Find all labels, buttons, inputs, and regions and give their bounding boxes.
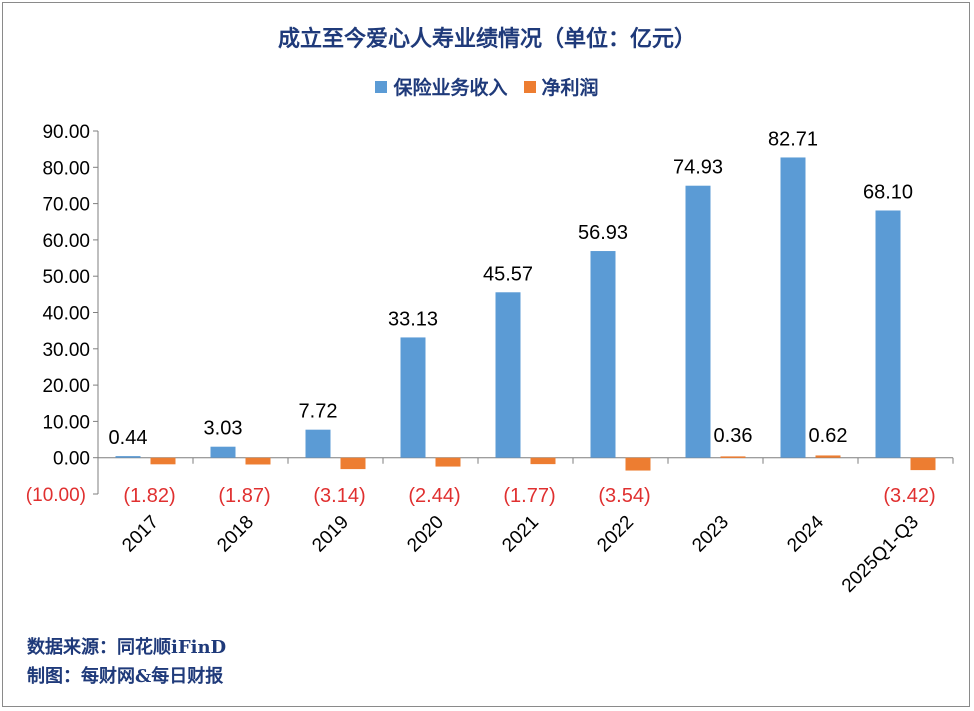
x-tick-label: 2025Q1-Q3 bbox=[838, 512, 923, 597]
profit-bar bbox=[815, 455, 841, 458]
revenue-data-label: 68.10 bbox=[863, 181, 913, 203]
x-tick-label: 2024 bbox=[783, 511, 828, 556]
profit-bar bbox=[340, 457, 366, 470]
revenue-data-label: 0.44 bbox=[109, 427, 148, 449]
revenue-bar bbox=[305, 429, 331, 458]
chart-title: 成立至今爱心人寿业绩情况（单位：亿元） bbox=[277, 26, 696, 52]
y-tick-label: 50.00 bbox=[42, 267, 90, 288]
revenue-data-label: 3.03 bbox=[204, 418, 243, 440]
x-tick-label: 2022 bbox=[593, 512, 638, 557]
profit-data-label: 0.62 bbox=[809, 425, 848, 447]
revenue-bar bbox=[685, 185, 711, 458]
profit-bar bbox=[625, 457, 651, 471]
source-note: 数据来源：同花顺iFinD bbox=[27, 637, 227, 658]
profit-bar bbox=[435, 457, 461, 467]
profit-bar bbox=[720, 456, 746, 458]
y-tick-label: 30.00 bbox=[42, 340, 90, 361]
profit-data-label: (3.14) bbox=[313, 485, 365, 507]
y-tick-label: 70.00 bbox=[42, 195, 90, 216]
legend-swatch-profit bbox=[523, 80, 536, 93]
x-tick-label: 2017 bbox=[118, 512, 163, 557]
y-tick-label: 80.00 bbox=[42, 158, 90, 179]
profit-bar bbox=[530, 457, 556, 465]
revenue-bar bbox=[495, 292, 521, 458]
chart-legend: 保险业务收入 净利润 bbox=[3, 73, 971, 100]
profit-data-label: (1.77) bbox=[503, 485, 555, 507]
legend-item-revenue: 保险业务收入 bbox=[375, 73, 508, 100]
profit-data-label: (1.82) bbox=[123, 485, 175, 507]
profit-data-label: 0.36 bbox=[714, 425, 753, 447]
revenue-bar bbox=[875, 210, 901, 458]
maker-note: 制图：每财网&每日财报 bbox=[27, 666, 224, 687]
y-tick-label: 90.00 bbox=[42, 122, 90, 143]
profit-bar bbox=[150, 457, 176, 465]
x-tick-label: 2021 bbox=[498, 512, 543, 557]
y-tick-label: 60.00 bbox=[42, 231, 90, 252]
x-tick-label: 2023 bbox=[688, 512, 733, 557]
revenue-bar bbox=[780, 157, 806, 458]
revenue-data-label: 7.72 bbox=[299, 401, 338, 423]
x-tick-label: 2019 bbox=[308, 512, 353, 557]
y-tick-label: 20.00 bbox=[42, 376, 90, 397]
y-tick-label: 0.00 bbox=[53, 449, 90, 470]
legend-label-revenue: 保险业务收入 bbox=[393, 77, 508, 99]
legend-label-profit: 净利润 bbox=[541, 77, 599, 99]
profit-bar bbox=[245, 457, 271, 465]
revenue-data-label: 82.71 bbox=[768, 128, 818, 150]
profit-data-label: (2.44) bbox=[408, 485, 460, 507]
revenue-bar bbox=[400, 337, 426, 458]
revenue-bar bbox=[115, 456, 141, 458]
y-tick-label: 10.00 bbox=[42, 412, 90, 433]
x-tick-label: 2018 bbox=[213, 512, 258, 557]
profit-data-label: (3.54) bbox=[598, 485, 650, 507]
profit-data-label: (1.87) bbox=[218, 485, 270, 507]
revenue-data-label: 74.93 bbox=[673, 157, 723, 179]
legend-swatch-revenue bbox=[375, 80, 388, 93]
y-tick-label: 40.00 bbox=[42, 304, 90, 325]
revenue-data-label: 56.93 bbox=[578, 222, 628, 244]
legend-item-profit: 净利润 bbox=[523, 73, 599, 100]
bar-chart: (10.00) 0.00 10.00 20.00 30.00 40.00 50.00 60.0… bbox=[26, 122, 954, 597]
revenue-data-label: 33.13 bbox=[388, 308, 438, 330]
revenue-data-label: 45.57 bbox=[483, 263, 533, 285]
x-tick-label: 2020 bbox=[403, 512, 448, 557]
profit-data-label: (3.42) bbox=[883, 485, 935, 507]
y-tick-label: (10.00) bbox=[26, 485, 86, 506]
revenue-bar bbox=[590, 251, 616, 458]
revenue-bar bbox=[210, 446, 236, 458]
profit-bar bbox=[910, 457, 936, 471]
